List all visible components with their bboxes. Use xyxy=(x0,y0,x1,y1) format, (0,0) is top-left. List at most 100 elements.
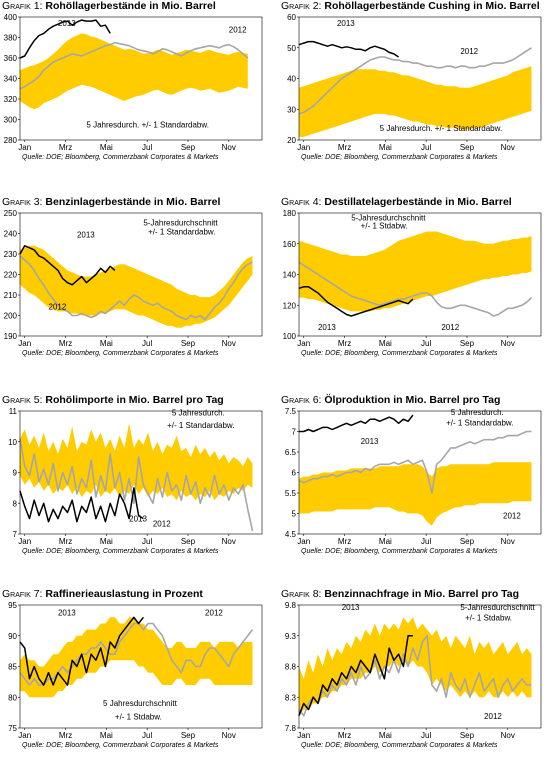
y-tick-label: 90 xyxy=(8,632,17,641)
x-tick-label: Sep xyxy=(460,339,475,348)
y-tick-label: 7.5 xyxy=(285,408,297,416)
y-tick-label: 7.8 xyxy=(285,724,297,733)
chart-panel-5: Grafik 5: Rohölimporte in Mio. Barrel pr… xyxy=(0,394,268,579)
std-band xyxy=(20,33,248,110)
chart-label: Grafik 7: xyxy=(2,588,43,600)
y-tick-label: 7 xyxy=(292,428,297,437)
annotation: 5 Jahresdurch. +/- 1 Standardabw. xyxy=(86,121,209,130)
x-tick-label: Mrz xyxy=(338,537,351,546)
x-tick-label: Mai xyxy=(379,731,392,740)
x-tick-label: Jan xyxy=(297,339,310,348)
chart-svg: 190 200 210 220 230 240 250 Jan Mrz Mai Jul Sep Nov 2… xyxy=(4,210,263,348)
x-tick-label: Sep xyxy=(181,143,196,152)
series-2013-line xyxy=(298,634,413,716)
x-tick-label: Mai xyxy=(379,339,392,348)
x-tick-label: Jan xyxy=(18,731,31,740)
series-2012-line xyxy=(19,255,253,321)
annotation: 5-Jahresdurchschnitt xyxy=(351,214,426,223)
x-tick-label: Jul xyxy=(142,537,152,546)
annotation: +/- 1 Stdabw. xyxy=(361,221,408,230)
series-2012-line xyxy=(19,622,254,686)
series-2012-line xyxy=(298,634,532,717)
y-tick-label: 6.5 xyxy=(285,448,297,457)
series-2013-line xyxy=(298,286,414,317)
x-tick-label: Nov xyxy=(222,339,236,348)
x-tick-label: Nov xyxy=(501,537,515,546)
annotation: 2013 xyxy=(342,603,360,612)
x-tick-label: Mai xyxy=(379,537,392,546)
chart-title-text: Raffinerieauslastung in Prozent xyxy=(45,588,203,600)
annotation: 2013 xyxy=(77,231,95,240)
source-note: Quelle: DOE; Bloomberg, Commerzbank Corp… xyxy=(22,742,219,749)
annotation: 5-Jahresdurchschnitt xyxy=(460,603,535,612)
x-tick-label: Mrz xyxy=(59,339,72,348)
y-tick-label: 5.5 xyxy=(285,489,297,498)
y-tick-label: 7 xyxy=(13,530,18,539)
x-tick-label: Sep xyxy=(181,731,196,740)
source-note: Quelle: DOE; Bloomberg, Commerzbank Corp… xyxy=(301,154,498,161)
x-tick-label: Jul xyxy=(142,731,152,740)
x-tick-label: Nov xyxy=(501,339,515,348)
y-tick-label: 210 xyxy=(4,291,18,300)
x-tick-label: Nov xyxy=(222,731,236,740)
y-tick-label: 30 xyxy=(287,105,296,114)
chart-svg: 20 30 40 50 60 Jan Mrz Mai Jul Sep Nov 2013 2012 5 Ja… xyxy=(287,14,542,152)
x-tick-label: Jan xyxy=(297,731,310,740)
chart-panel-4: Grafik 4: Destillatelagerbestände in Mio… xyxy=(279,196,547,381)
x-tick-label: Jan xyxy=(297,143,310,152)
y-tick-label: 220 xyxy=(4,271,18,280)
x-tick-label: Jul xyxy=(421,731,431,740)
x-tick-label: Jul xyxy=(421,143,431,152)
annotation: 2013 xyxy=(129,515,147,524)
chart-panel-1: Grafik 1: Rohöllagerbestände in Mio. Bar… xyxy=(0,0,268,185)
source-note: Quelle: DOE; Bloomberg, Commerzbank Corp… xyxy=(301,548,498,555)
chart-panel-8: Grafik 8: Benzinnachfrage in Mio. Barrel… xyxy=(279,588,547,773)
x-tick-label: Mrz xyxy=(338,731,351,740)
series-2012-line xyxy=(19,438,254,532)
chart-title: Grafik 6: Ölproduktion in Mio. Barrel pr… xyxy=(281,394,500,406)
chart-label: Grafik 2: xyxy=(281,0,322,12)
chart-title-text: Destillatelagerbestände in Mio. Barrel xyxy=(324,196,512,208)
y-tick-label: 80 xyxy=(8,693,17,702)
x-tick-label: Sep xyxy=(460,143,475,152)
chart-label: Grafik 8: xyxy=(281,588,322,600)
annotation: +/- 1 Standardabw. xyxy=(148,228,215,237)
annotation: 2012 xyxy=(460,47,478,56)
x-tick-label: Jan xyxy=(18,537,31,546)
annotation: 5-Jahresdurchschnitt xyxy=(143,218,218,227)
y-tick-label: 60 xyxy=(287,14,296,22)
y-tick-label: 120 xyxy=(283,301,297,310)
y-tick-label: 6 xyxy=(292,469,297,478)
x-tick-label: Nov xyxy=(501,143,515,152)
y-tick-label: 340 xyxy=(4,75,18,84)
series-2012-line xyxy=(298,430,532,494)
y-tick-label: 300 xyxy=(4,116,18,125)
chart-title: Grafik 1: Rohöllagerbestände in Mio. Bar… xyxy=(2,0,216,12)
y-tick-label: 140 xyxy=(283,271,297,280)
std-band xyxy=(299,231,532,312)
y-tick-label: 85 xyxy=(8,663,17,672)
annotation: 2013 xyxy=(58,19,76,28)
x-tick-label: Sep xyxy=(181,537,196,546)
source-note: Quelle: DOE; Bloomberg, Commerzbank Corp… xyxy=(22,548,219,555)
y-tick-label: 240 xyxy=(4,230,18,239)
x-tick-label: Jan xyxy=(18,143,31,152)
x-tick-label: Nov xyxy=(501,731,515,740)
y-tick-label: 5 xyxy=(292,510,297,519)
annotation: +/- 1 Stdabw. xyxy=(465,613,512,622)
chart-title: Grafik 4: Destillatelagerbestände in Mio… xyxy=(281,196,512,208)
x-tick-label: Mrz xyxy=(59,731,72,740)
chart-title: Grafik 5: Rohölimporte in Mio. Barrel pr… xyxy=(2,394,224,406)
std-band xyxy=(20,423,253,501)
x-tick-label: Mrz xyxy=(59,143,72,152)
chart-svg: 280 300 320 340 360 380 400 Jan Mrz Mai Jul Sep Nov 2… xyxy=(4,14,263,152)
y-tick-label: 75 xyxy=(8,724,17,733)
chart-title: Grafik 3: Benzinlagerbestände in Mio. Ba… xyxy=(2,196,220,208)
x-tick-label: Mai xyxy=(100,143,113,152)
y-tick-label: 180 xyxy=(283,210,297,218)
annotation: 5 Jahresdurch. xyxy=(451,408,504,417)
x-tick-label: Jul xyxy=(421,339,431,348)
y-tick-label: 8.8 xyxy=(285,663,297,672)
x-tick-label: Sep xyxy=(460,537,475,546)
chart-title-text: Benzinlagerbestände in Mio. Barrel xyxy=(45,196,221,208)
